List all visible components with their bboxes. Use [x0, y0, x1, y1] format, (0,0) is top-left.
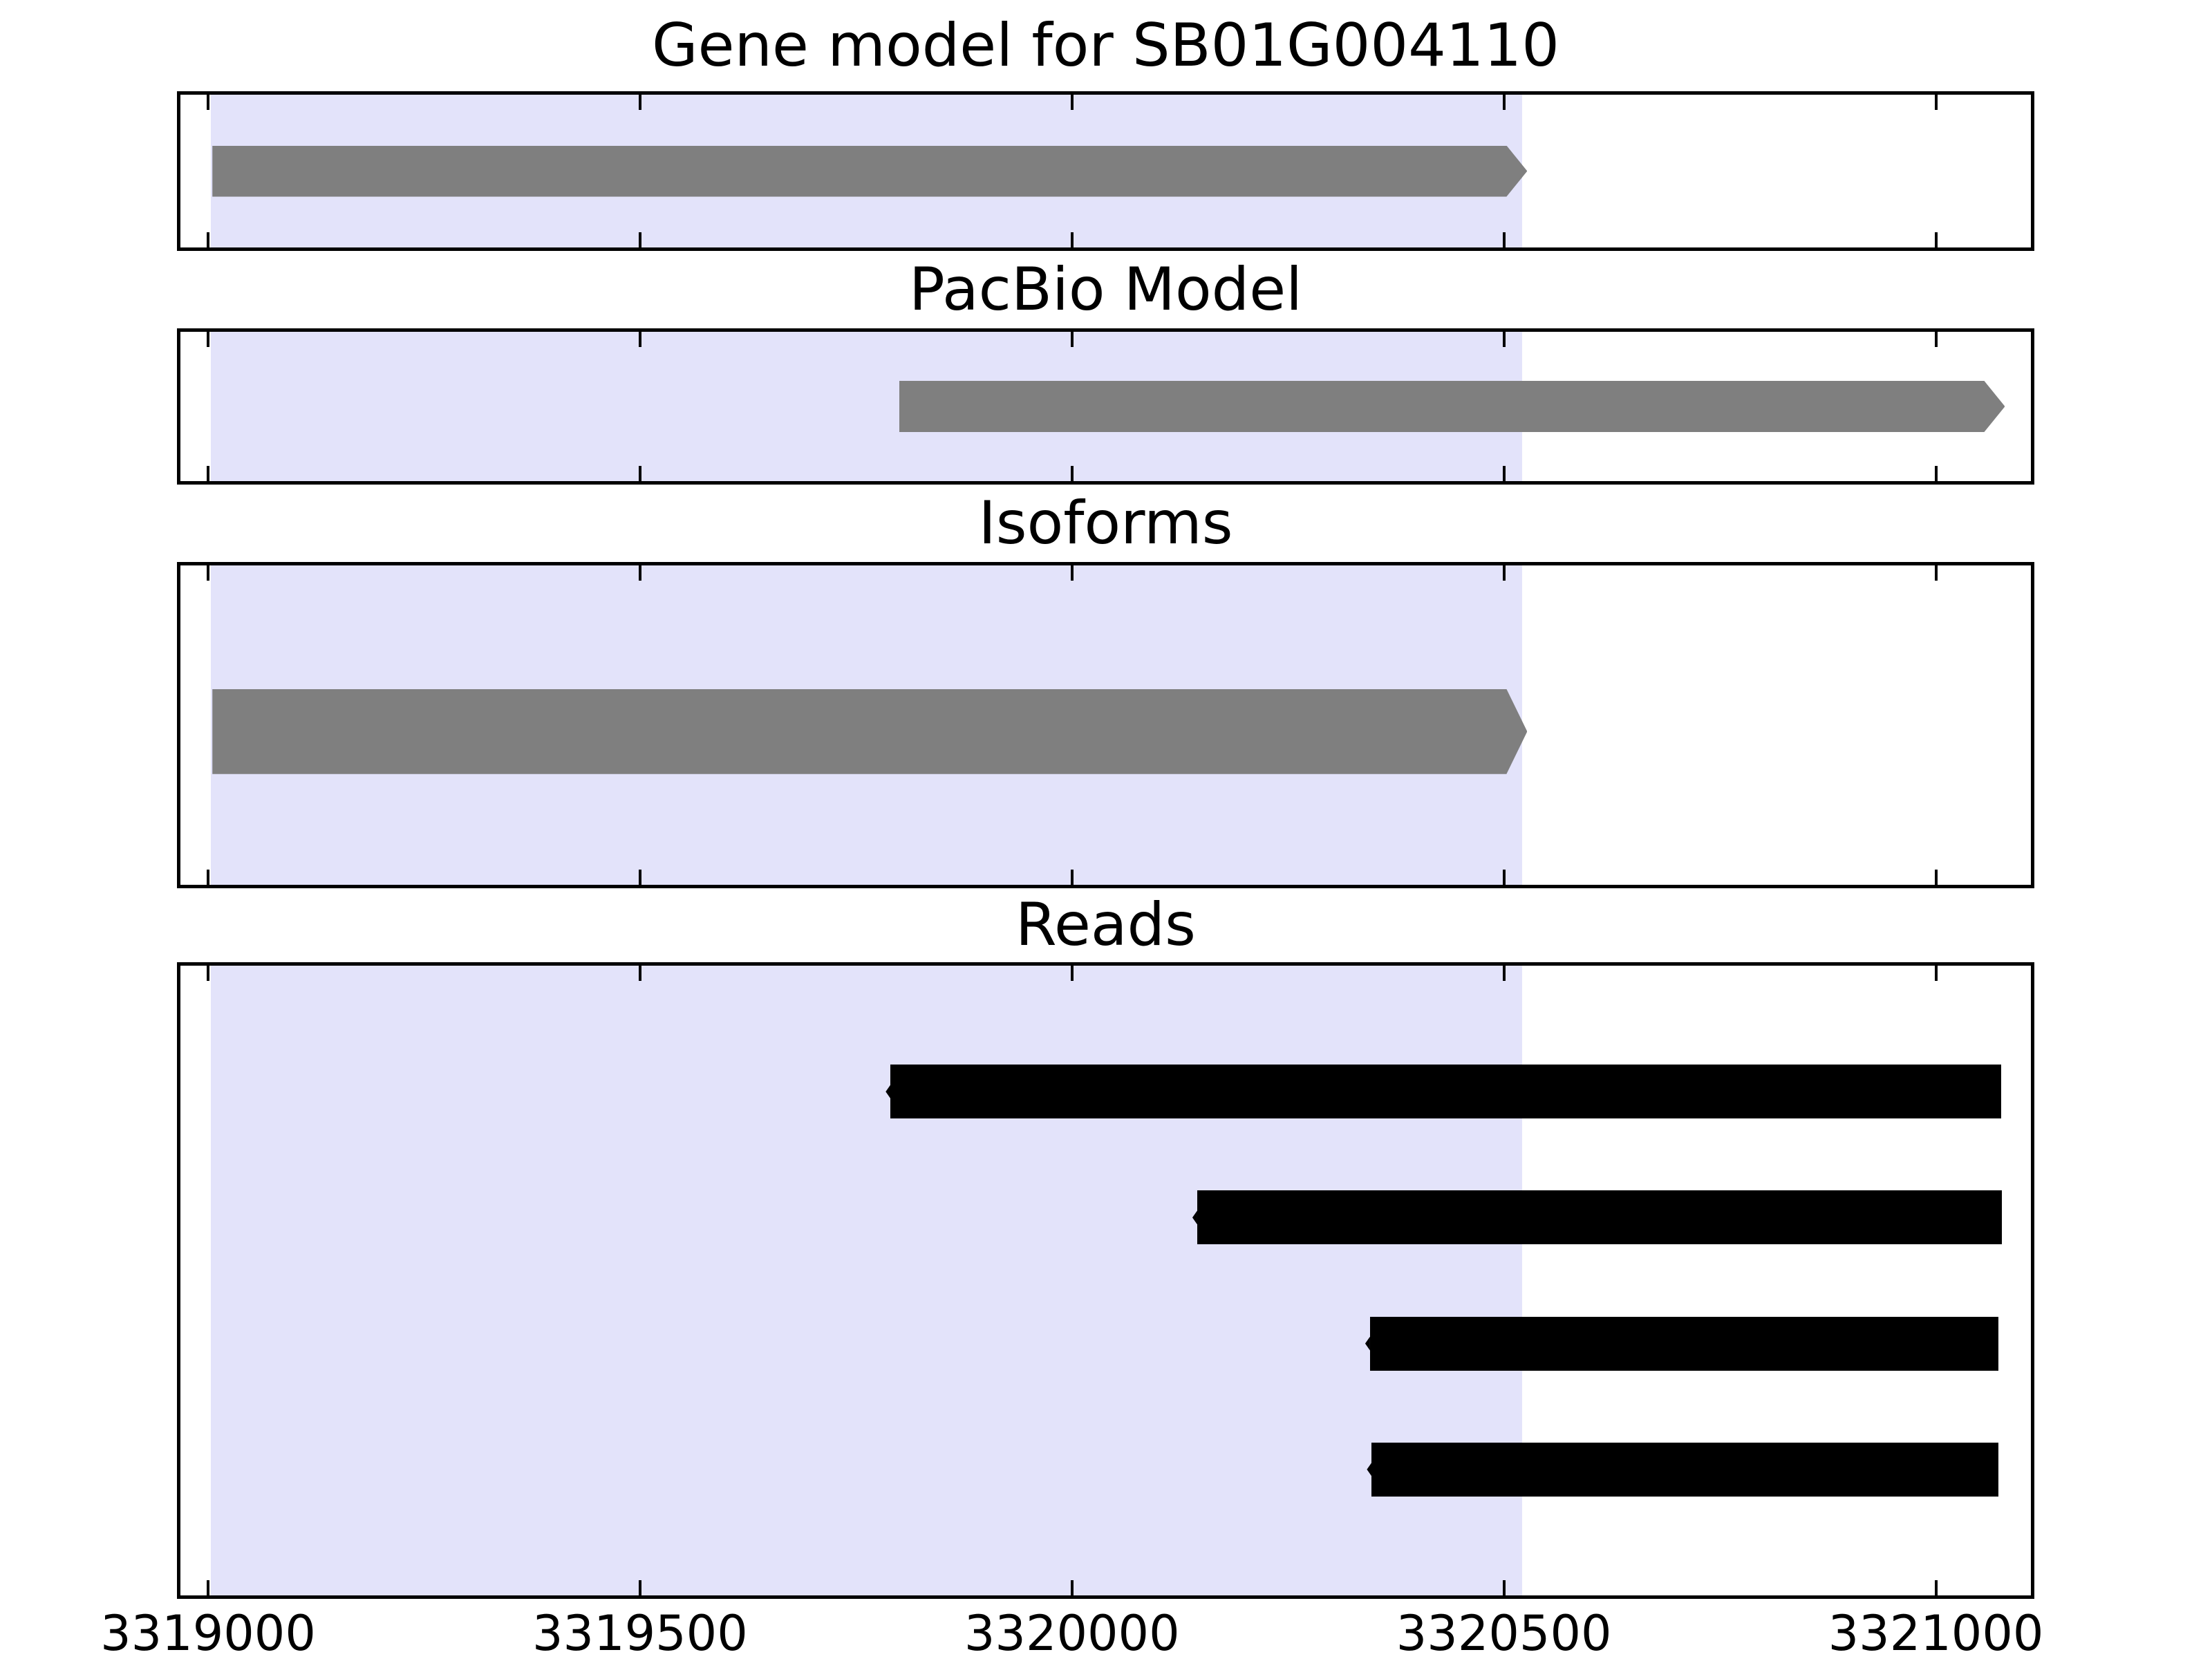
axis-tick [206, 232, 209, 247]
axis-tick [1070, 565, 1074, 581]
axis-tick [1934, 870, 1938, 885]
axis-tick-label: 3319500 [532, 1605, 748, 1659]
axis-tick [1070, 95, 1074, 110]
axis-tick [206, 466, 209, 481]
axis-tick [206, 870, 209, 885]
feature-gene-model [212, 145, 1528, 197]
axis-tick [638, 332, 641, 347]
axis-tick [206, 565, 209, 581]
axis-tick [638, 466, 641, 481]
axis-tick [1502, 466, 1506, 481]
axis-tick [638, 565, 641, 581]
track-panel-isoforms: SB01G004110.1 [177, 562, 2034, 888]
read-3-left-arrow-tip-icon [1365, 1336, 1370, 1351]
axis-tick [638, 870, 641, 885]
feature-isoform-SB01G004110-1: SB01G004110.1 [212, 688, 1528, 774]
track-panel-reads [177, 962, 2034, 1599]
axis-tick [1502, 966, 1506, 981]
read-4-left-arrow-tip-icon [1367, 1462, 1372, 1477]
axis-tick [206, 332, 209, 347]
axis-tick-label: 3321000 [1828, 1605, 2044, 1659]
axis-tick [206, 966, 209, 981]
axis-tick [1934, 966, 1938, 981]
track-panel-gene-model [177, 91, 2034, 251]
read-2-left-arrow-tip-icon [1192, 1210, 1197, 1225]
axis-tick [1502, 565, 1506, 581]
track-panel-pacbio-model [177, 328, 2034, 485]
feature-read-1 [885, 1065, 2002, 1119]
axis-tick [1070, 466, 1074, 481]
axis-tick [1502, 232, 1506, 247]
axis-tick [1934, 232, 1938, 247]
feature-read-4 [1367, 1442, 1998, 1497]
axis-tick-label: 3320000 [964, 1605, 1180, 1659]
axis-tick [206, 95, 209, 110]
feature-pacbio-model [899, 381, 2005, 432]
track-title-isoforms: Isoforms [978, 489, 1233, 558]
axis-tick [1934, 466, 1938, 481]
axis-tick [1070, 232, 1074, 247]
axis-tick [638, 966, 641, 981]
read-1-left-arrow-tip-icon [885, 1085, 891, 1099]
axis-tick [1070, 966, 1074, 981]
axis-tick [1934, 565, 1938, 581]
axis-tick [1934, 1580, 1938, 1595]
track-title-reads: Reads [1015, 890, 1196, 959]
axis-tick [638, 95, 641, 110]
track-title-pacbio-model: PacBio Model [908, 255, 1303, 324]
axis-tick [638, 1580, 641, 1595]
axis-tick [1502, 95, 1506, 110]
feature-read-3 [1365, 1316, 1998, 1371]
axis-tick [1070, 870, 1074, 885]
axis-tick [1502, 332, 1506, 347]
axis-tick [1502, 870, 1506, 885]
axis-tick [1070, 332, 1074, 347]
axis-tick [1502, 1580, 1506, 1595]
axis-tick [1070, 1580, 1074, 1595]
feature-read-2 [1192, 1190, 2002, 1245]
axis-tick [1934, 95, 1938, 110]
axis-tick-label: 3319000 [100, 1605, 316, 1659]
axis-tick [638, 232, 641, 247]
track-title-gene-model: Gene model for SB01G004110 [652, 11, 1559, 80]
axis-tick-label: 3320500 [1396, 1605, 1612, 1659]
axis-tick [206, 1580, 209, 1595]
gene-region-highlight [210, 966, 1522, 1595]
axis-tick [1934, 332, 1938, 347]
